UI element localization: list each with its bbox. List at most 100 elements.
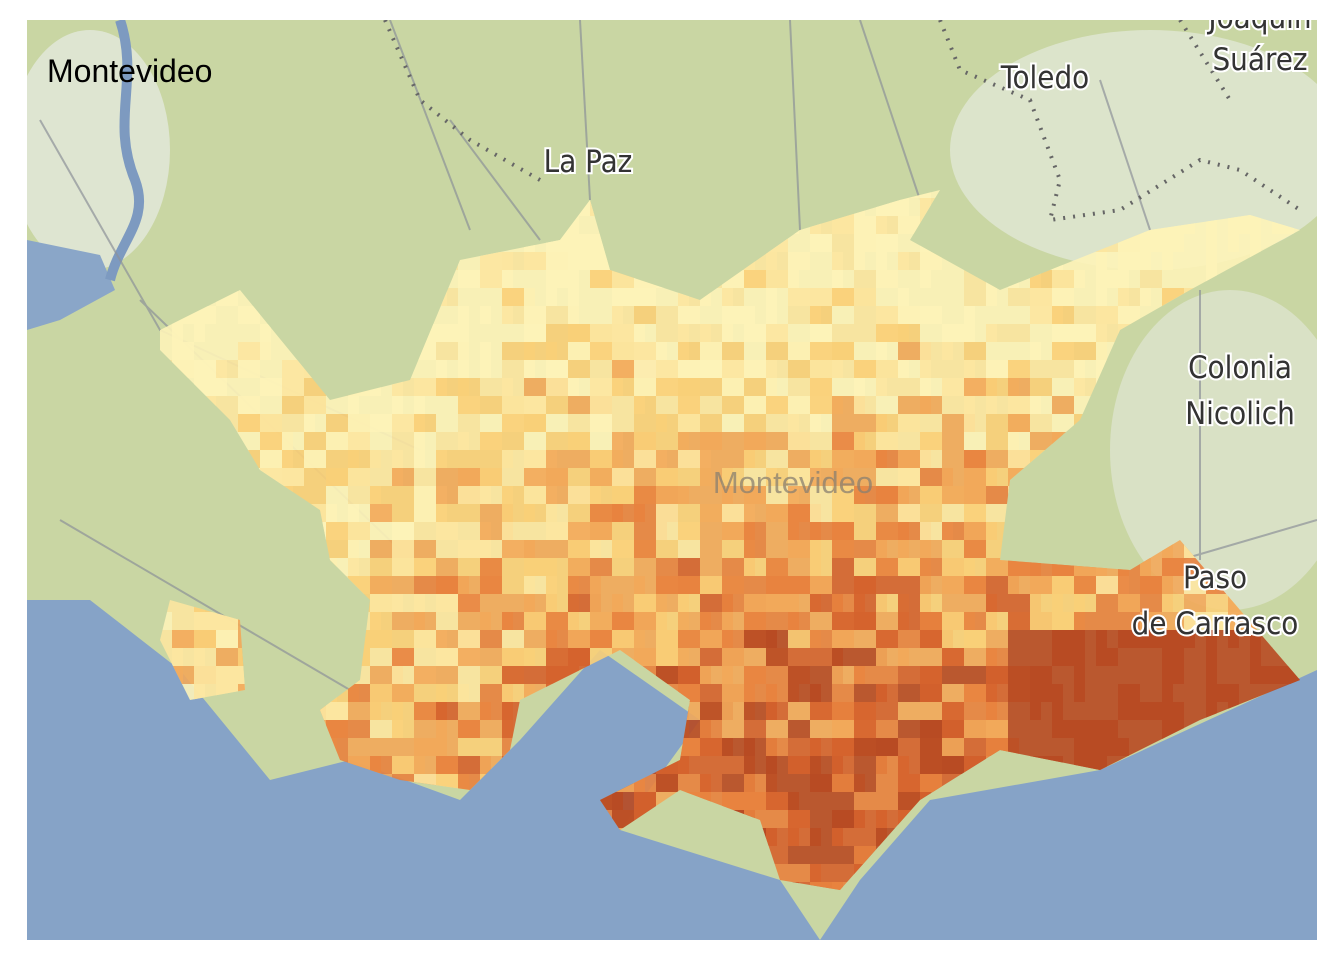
tract bbox=[458, 720, 480, 738]
tract bbox=[766, 450, 788, 468]
tract bbox=[634, 540, 656, 558]
tract bbox=[1052, 306, 1074, 324]
tract bbox=[304, 450, 326, 468]
place-label-line: Toledo bbox=[1000, 60, 1090, 96]
tract bbox=[876, 270, 898, 288]
tract bbox=[898, 414, 920, 432]
tract bbox=[238, 360, 260, 378]
tract bbox=[238, 306, 260, 324]
tract bbox=[898, 324, 920, 342]
tract bbox=[480, 432, 502, 450]
tract bbox=[194, 648, 216, 666]
tract bbox=[1096, 648, 1118, 666]
tract bbox=[920, 190, 953, 198]
river bbox=[105, 20, 145, 282]
tract bbox=[1074, 594, 1096, 612]
place-label-line: Colonia bbox=[1188, 350, 1292, 386]
tract bbox=[854, 792, 876, 810]
tract bbox=[392, 522, 414, 540]
tract bbox=[568, 306, 590, 324]
tract bbox=[392, 576, 414, 594]
tract bbox=[436, 504, 458, 522]
tract bbox=[502, 378, 524, 396]
tract bbox=[502, 630, 524, 648]
tract bbox=[920, 594, 942, 612]
tract bbox=[1008, 720, 1030, 738]
tract bbox=[744, 486, 766, 504]
tract bbox=[678, 756, 700, 774]
tract bbox=[744, 666, 766, 684]
tract bbox=[920, 666, 942, 684]
river bbox=[27, 240, 115, 330]
tract bbox=[458, 450, 480, 468]
tract bbox=[1206, 666, 1228, 684]
tract bbox=[700, 558, 722, 576]
tract bbox=[678, 396, 700, 414]
tract bbox=[414, 396, 436, 414]
tract bbox=[986, 594, 1008, 612]
tract bbox=[920, 450, 942, 468]
tract bbox=[810, 576, 832, 594]
tract bbox=[260, 342, 282, 360]
tract bbox=[1118, 648, 1140, 666]
tract bbox=[1118, 270, 1140, 288]
tract bbox=[964, 630, 986, 648]
tract bbox=[348, 738, 370, 756]
tract bbox=[744, 720, 766, 738]
tract bbox=[656, 774, 678, 792]
tract bbox=[766, 558, 788, 576]
tract bbox=[1052, 396, 1074, 414]
tract bbox=[700, 342, 722, 360]
tract bbox=[370, 432, 392, 450]
tract bbox=[1162, 234, 1184, 252]
tract bbox=[524, 324, 546, 342]
tract bbox=[238, 396, 260, 414]
tract bbox=[1008, 432, 1030, 450]
tract bbox=[678, 594, 700, 612]
tract bbox=[722, 720, 744, 738]
tract bbox=[634, 432, 656, 450]
tract bbox=[964, 342, 986, 360]
tract bbox=[810, 792, 832, 810]
tract bbox=[832, 828, 854, 846]
tract bbox=[920, 360, 942, 378]
tract bbox=[282, 432, 304, 450]
tract bbox=[788, 846, 810, 864]
tract bbox=[458, 288, 480, 306]
tract bbox=[700, 450, 722, 468]
terrain bbox=[1110, 290, 1317, 610]
tract bbox=[1096, 666, 1118, 684]
map-title: Montevideo bbox=[47, 53, 212, 89]
tract bbox=[392, 648, 414, 666]
tract bbox=[1008, 414, 1030, 432]
tract bbox=[1030, 738, 1052, 756]
tract bbox=[854, 612, 876, 630]
tract bbox=[1008, 378, 1030, 396]
terrain bbox=[950, 30, 1317, 270]
tract bbox=[480, 342, 502, 360]
tract bbox=[370, 738, 392, 756]
tract bbox=[546, 504, 568, 522]
tract bbox=[1162, 270, 1184, 288]
place-label: La Paz bbox=[544, 144, 633, 180]
tract bbox=[656, 468, 678, 486]
tract bbox=[700, 414, 722, 432]
tract bbox=[568, 360, 590, 378]
tract bbox=[1162, 252, 1184, 270]
tract bbox=[678, 558, 700, 576]
place-label: Colonia Nicolich bbox=[1185, 350, 1295, 432]
tract bbox=[986, 306, 1008, 324]
tract bbox=[898, 504, 920, 522]
tract bbox=[502, 270, 524, 288]
tract bbox=[546, 414, 568, 432]
tract bbox=[876, 396, 898, 414]
tract bbox=[832, 648, 854, 666]
tract bbox=[832, 684, 854, 702]
tract bbox=[568, 648, 590, 666]
tract bbox=[458, 324, 480, 342]
tract bbox=[876, 378, 898, 396]
tract bbox=[942, 342, 964, 360]
tract bbox=[656, 504, 678, 522]
tract bbox=[502, 432, 524, 450]
place-label-line: Joaquín bbox=[1206, 0, 1311, 36]
